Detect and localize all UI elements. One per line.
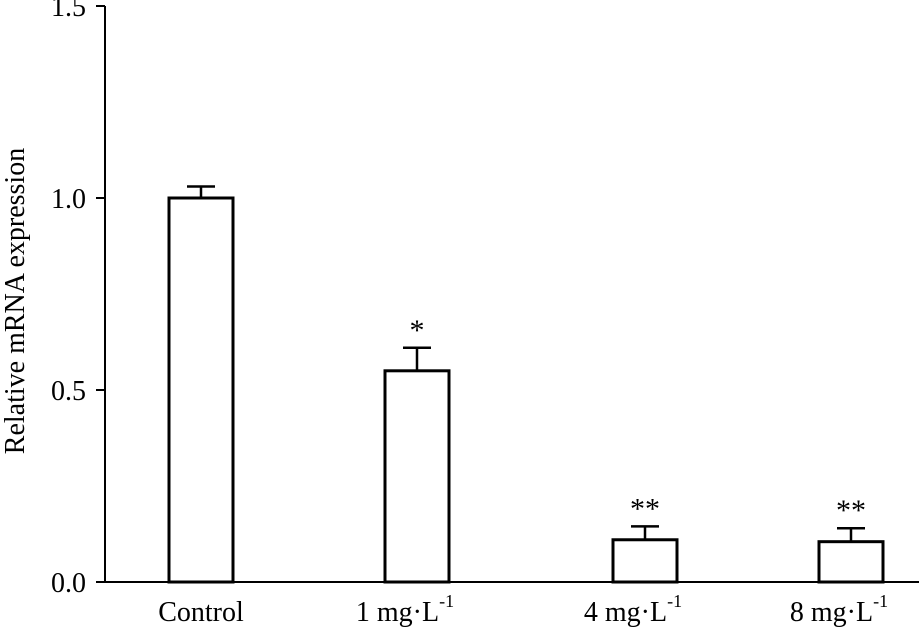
significance-marker: ** (836, 494, 866, 527)
y-tick-label: 1.5 (51, 0, 86, 23)
x-tick-label-text: 1 mg·L (356, 597, 439, 628)
axes (104, 6, 919, 583)
x-tick-labels: Control 1 mg·L-1 4 mg·L-1 8 mg·L-1 (158, 591, 888, 628)
y-ticks: 0.0 0.5 1.0 1.5 (51, 0, 105, 599)
x-tick-label: Control (158, 597, 244, 628)
x-tick-label-unit-exponent: -1 (439, 591, 454, 611)
error-bars (187, 185, 865, 542)
bar (611, 538, 679, 584)
x-tick-label-text: Control (158, 597, 244, 628)
x-tick-label: 8 mg·L-1 (790, 591, 888, 628)
y-tick-label: 1.0 (51, 184, 86, 215)
y-tick-label: 0.5 (51, 376, 86, 407)
x-tick-label: 4 mg·L-1 (584, 591, 682, 628)
y-tick-label: 0.0 (51, 568, 86, 599)
x-tick-label-unit-exponent: -1 (667, 591, 682, 611)
x-tick-label-text: 4 mg·L (584, 597, 667, 628)
significance-marker: ** (630, 492, 660, 525)
bar (167, 196, 235, 584)
x-tick-label-text: 8 mg·L (790, 597, 873, 628)
bar (817, 540, 885, 584)
x-tick-label: 1 mg·L-1 (356, 591, 454, 628)
x-tick-label-unit-exponent: -1 (873, 591, 888, 611)
significance-marker: * (410, 314, 425, 347)
bars (167, 196, 885, 584)
significance-markers: *** ** (410, 314, 867, 527)
y-axis-title: Relative mRNA expression (0, 148, 31, 454)
bar (383, 369, 451, 584)
